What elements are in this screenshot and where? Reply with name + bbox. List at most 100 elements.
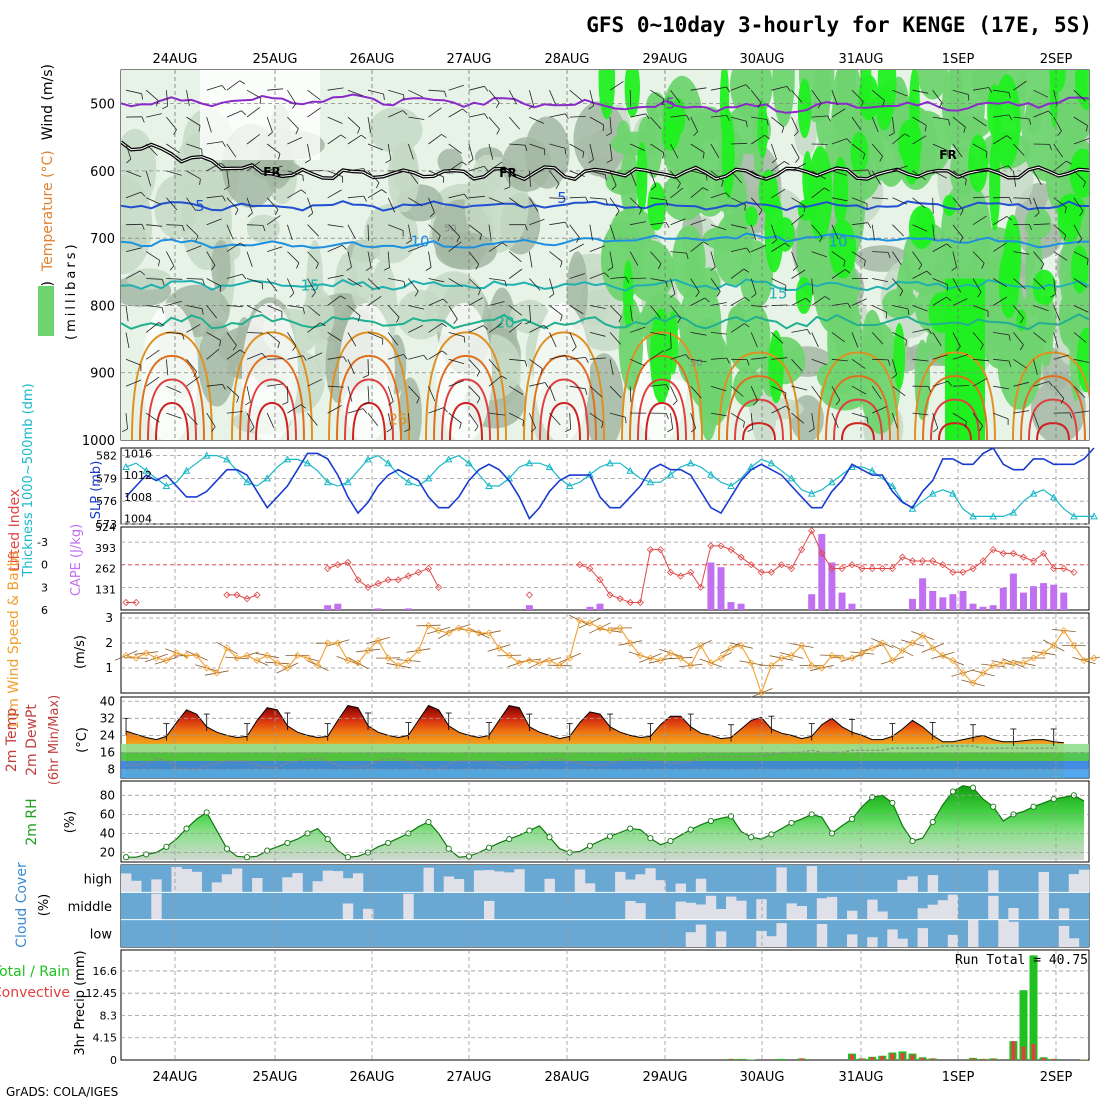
wind-barb	[750, 413, 754, 430]
wind-barb	[972, 278, 982, 293]
wind-barb-flag	[665, 281, 668, 288]
wind-barb-flag	[702, 187, 709, 191]
wind10m-point	[1029, 654, 1038, 662]
wind-barb	[771, 242, 786, 252]
precip-conv-bar	[920, 1057, 925, 1060]
wind-barb-flag	[459, 422, 462, 429]
wind-barb-flag	[357, 315, 361, 322]
wind-barb	[932, 224, 935, 241]
wind-barb	[488, 89, 500, 103]
wind-barb	[549, 354, 566, 360]
wind-barb	[347, 305, 361, 317]
wind-barb-flag	[315, 263, 319, 269]
cape-tick-label: 393	[95, 542, 116, 555]
wind-barb-flag	[158, 260, 160, 267]
wind10m-point	[162, 656, 170, 665]
wind-barb	[972, 332, 984, 345]
wind-barb-flag	[956, 346, 961, 352]
thickness-point	[1070, 512, 1078, 520]
wind-barb-flag	[475, 264, 480, 270]
wind-barb	[448, 358, 465, 365]
wind-barb-flag	[1006, 216, 1012, 221]
wind-barb	[710, 412, 727, 417]
wind-barb	[428, 298, 444, 306]
wind-barb-flag	[320, 322, 326, 327]
wind-barb	[367, 117, 372, 133]
cloud-cell	[937, 900, 949, 920]
precip-conv-bar	[981, 1058, 986, 1060]
cloud-cell	[917, 928, 928, 947]
date-label-top: 30AUG	[739, 52, 784, 67]
rh-green-cell	[1038, 295, 1057, 342]
wind-barb	[468, 359, 480, 372]
wind-barb-flag	[928, 386, 931, 393]
wind-barb	[307, 412, 318, 426]
wind-barb	[791, 385, 808, 391]
wind-barb	[811, 358, 827, 366]
cloud-cell	[927, 875, 939, 893]
chart-title: GFS 0~10day 3-hourly for KENGE (17E, 5S)	[586, 13, 1092, 37]
wind-barb-flag	[766, 119, 769, 126]
cape-bar	[1020, 592, 1027, 610]
wind-barb	[1013, 80, 1027, 91]
wind-barb-flag	[1063, 235, 1067, 241]
wind-barb	[730, 323, 745, 333]
wind-barb	[448, 332, 465, 337]
wind-barb-flag	[585, 196, 589, 203]
warm-isotherm-dome	[817, 351, 899, 440]
wind-barb-flag	[704, 297, 710, 303]
wind-barb	[750, 89, 762, 104]
thickness-point	[323, 478, 332, 486]
wind-barb	[408, 143, 414, 160]
wind-barb	[811, 251, 827, 258]
rh2m-point	[1030, 803, 1037, 810]
cloud-cell	[363, 908, 374, 920]
wind-barb	[287, 89, 297, 104]
cape-bar	[848, 603, 856, 610]
wind-barb	[529, 197, 539, 212]
wind10m-point	[293, 651, 302, 660]
wind-barb-flag	[441, 134, 447, 138]
wind-barb	[246, 278, 263, 284]
warm-isotherm-dome	[742, 422, 776, 440]
precip-conv-bar	[930, 1058, 935, 1060]
wind-barb	[1033, 170, 1042, 185]
wind-barb-flag	[888, 132, 895, 137]
pressure-tick-label: 1000	[82, 434, 115, 449]
wind-barb	[771, 278, 787, 286]
wind-barb	[670, 89, 681, 104]
wind-barb	[146, 224, 163, 227]
rh2m-point	[284, 839, 291, 846]
cloud-cell	[756, 899, 767, 920]
warm-isotherm-dome	[1028, 398, 1078, 440]
wind-barb-flag	[981, 262, 985, 269]
precip-conv-bar	[890, 1053, 895, 1060]
wind-barb-flag	[1057, 130, 1062, 136]
wind-barb	[771, 143, 777, 160]
wind-barb-flag	[938, 102, 943, 109]
wind-barb	[932, 278, 948, 285]
wind-barb-flag	[844, 269, 851, 274]
wind-barb	[811, 89, 822, 104]
cloud-cell	[917, 908, 928, 920]
lifted-index-point	[656, 546, 665, 554]
wind-barb-flag	[363, 195, 367, 202]
wind-barb-flag	[564, 113, 569, 120]
rh-tick-label: 60	[100, 807, 115, 821]
wind-barb	[125, 247, 142, 252]
wind-barb-flag	[753, 400, 758, 406]
thickness-point	[283, 455, 292, 463]
wind-barb	[589, 385, 603, 398]
thickness-point	[1049, 493, 1058, 501]
panel-frame-wind	[120, 612, 1090, 694]
wind-barb	[1073, 89, 1086, 102]
wind10m-point	[939, 651, 947, 660]
wind-barb-flag	[484, 113, 489, 119]
thickness-point	[908, 504, 917, 512]
isotherm-label: 25	[388, 411, 407, 429]
precip-conv-bar	[799, 1058, 804, 1060]
wind-barb-flag	[985, 151, 988, 158]
wind-barb	[125, 413, 128, 430]
wind-barb	[589, 412, 604, 423]
